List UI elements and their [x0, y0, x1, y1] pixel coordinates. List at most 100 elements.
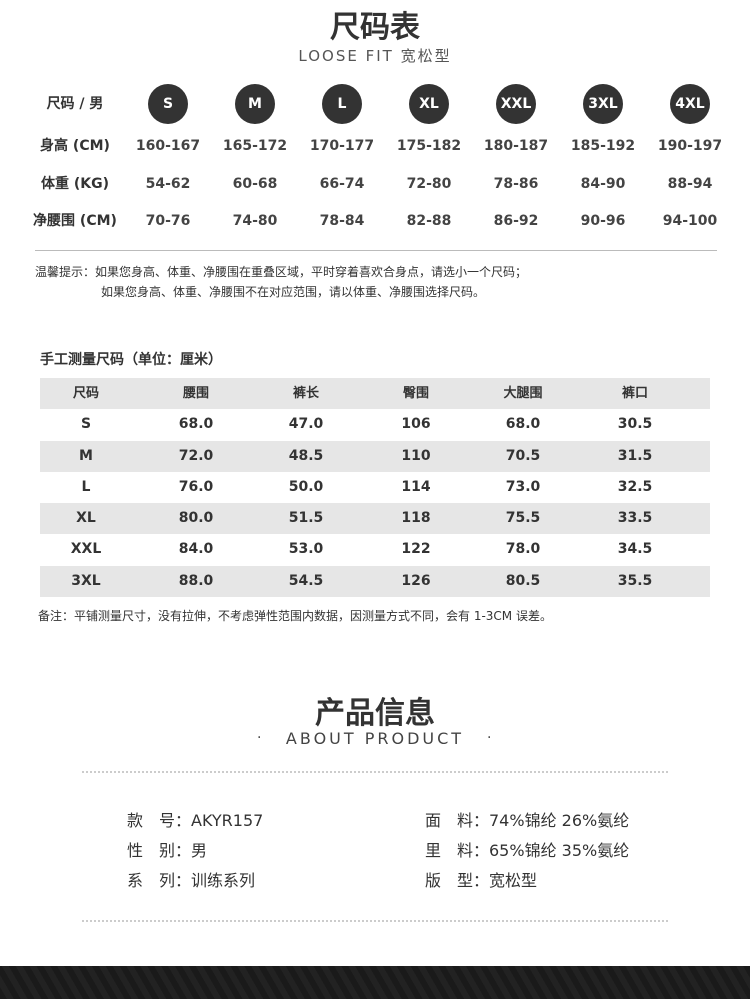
table-cell: L: [81, 478, 91, 495]
size-value: 82-88: [406, 213, 452, 229]
table-cell: 118: [401, 510, 431, 527]
table-cell: 78.0: [505, 541, 541, 558]
table-row: M 72.0 48.5 110 70.5 31.5: [40, 440, 710, 472]
table-cell: 80.5: [505, 572, 541, 589]
table-cell: S: [80, 416, 92, 433]
size-value: 70-76: [145, 213, 191, 229]
info-item: 性 别：男: [127, 837, 207, 861]
column-header: 尺码: [72, 386, 99, 401]
size-row: 净腰围 (CM) 70-76 74-80 78-84 82-88 86-92 90-96 94…: [0, 201, 750, 241]
table-cell: 84.0: [178, 541, 214, 558]
table-cell: 122: [401, 541, 431, 558]
info-value: 宽松型: [489, 871, 538, 890]
table-cell: 126: [401, 572, 431, 589]
table-cell: 68.0: [178, 416, 214, 433]
size-header-row: 尺码 / 男 S M L XL XXL 3XL 4XL: [0, 84, 750, 124]
info-value: 男: [191, 841, 208, 860]
info-item: 里 料：65%锦纶 35%氨纶: [425, 837, 629, 861]
size-row: 体重 (KG) 54-62 60-68 66-74 72-80 78-86 84-90 88-…: [0, 164, 750, 204]
table-cell: 33.5: [617, 510, 653, 527]
size-value: 88-94: [667, 176, 713, 192]
size-badge: S: [148, 84, 188, 124]
info-key: 款 号：: [127, 811, 192, 830]
info-item: 版 型：宽松型: [425, 867, 537, 891]
table-row: L 76.0 50.0 114 73.0 32.5: [40, 472, 710, 503]
size-value: 78-84: [319, 213, 365, 229]
table-row: XL 80.0 51.5 118 75.5 33.5: [40, 503, 710, 535]
table-cell: 88.0: [178, 572, 214, 589]
table-cell: 35.5: [617, 572, 653, 589]
info-value: AKYR157: [191, 811, 264, 830]
table-cell: M: [79, 447, 93, 464]
size-value: 86-92: [493, 213, 539, 229]
table-cell: 32.5: [617, 478, 653, 495]
table-row: S 68.0 47.0 106 68.0 30.5: [40, 409, 710, 440]
size-value: 185-192: [570, 138, 636, 154]
page-subtitle: LOOSE FIT 宽松型: [298, 47, 452, 65]
column-header: 腰围: [182, 386, 209, 401]
table-cell: 70.5: [505, 447, 541, 464]
table-cell: 76.0: [178, 478, 214, 495]
info-item: 款 号：AKYR157: [127, 807, 263, 831]
dot-decoration: ·: [257, 730, 262, 746]
size-value: 66-74: [319, 176, 365, 192]
size-value: 180-187: [483, 138, 549, 154]
table-cell: 80.0: [178, 510, 214, 527]
row-label: 身高 (CM): [40, 138, 110, 154]
size-value: 170-177: [309, 138, 375, 154]
measure-table-title: 手工测量尺码（单位：厘米）: [40, 352, 222, 368]
table-cell: 31.5: [617, 447, 653, 464]
table-cell: 3XL: [71, 572, 101, 589]
table-cell: 47.0: [288, 416, 324, 433]
table-cell: 72.0: [178, 447, 214, 464]
divider: [35, 250, 717, 251]
measure-table: 尺码 腰围 裤长 臀围 大腿围 裤口 S 68.0 47.0 106 68.0 30.5 M 72.0 48…: [40, 378, 710, 598]
info-item: 系 列：训练系列: [127, 867, 255, 891]
measure-note: 备注：平铺测量尺寸，没有拉伸，不考虑弹性范围内数据，因测量方式不同，会有 1-3…: [38, 609, 552, 623]
table-row: XXL 84.0 53.0 122 78.0 34.5: [40, 534, 710, 565]
info-key: 版 型：: [425, 871, 490, 890]
size-badge: 3XL: [583, 84, 623, 124]
tip-line-1: 温馨提示：如果您身高、体重、净腰围在重叠区域，平时穿着喜欢合身点，请选小一个尺码…: [35, 265, 528, 279]
table-cell: 34.5: [617, 541, 653, 558]
dotted-divider: [82, 920, 668, 922]
table-cell: 54.5: [288, 572, 324, 589]
table-cell: 51.5: [288, 510, 324, 527]
page-title: 尺码表: [330, 10, 420, 45]
size-value: 72-80: [406, 176, 452, 192]
size-row: 身高 (CM) 160-167 165-172 170-177 175-182 180-1…: [0, 126, 750, 166]
table-row: 3XL 88.0 54.5 126 80.5 35.5: [40, 565, 710, 598]
size-value: 90-96: [580, 213, 626, 229]
row-label: 净腰围 (CM): [33, 213, 117, 229]
table-cell: XL: [76, 510, 96, 527]
size-value: 74-80: [232, 213, 278, 229]
column-header: 裤口: [621, 386, 648, 401]
table-cell: 48.5: [288, 447, 324, 464]
product-subtitle: ABOUT PRODUCT: [285, 729, 465, 748]
size-value: 175-182: [396, 138, 462, 154]
size-value: 94-100: [662, 213, 718, 229]
table-cell: 30.5: [617, 416, 653, 433]
size-value: 78-86: [493, 176, 539, 192]
info-key: 里 料：: [425, 841, 490, 860]
table-cell: 53.0: [288, 541, 324, 558]
dotted-divider: [82, 771, 668, 773]
product-title: 产品信息: [315, 696, 435, 731]
size-badge: XXL: [496, 84, 536, 124]
size-badge: XL: [409, 84, 449, 124]
table-cell: 106: [401, 416, 431, 433]
size-value: 84-90: [580, 176, 626, 192]
table-cell: XXL: [70, 541, 102, 558]
info-item: 面 料：74%锦纶 26%氨纶: [425, 807, 629, 831]
size-badge: 4XL: [670, 84, 710, 124]
tip-line-2: 如果您身高、体重、净腰围不在对应范围，请以体重、净腰围选择尺码。: [101, 285, 486, 299]
row-label: 尺码 / 男: [46, 96, 104, 112]
size-value: 160-167: [135, 138, 201, 154]
info-key: 面 料：: [425, 811, 490, 830]
table-header-row: 尺码 腰围 裤长 臀围 大腿围 裤口: [40, 378, 710, 410]
size-badge: M: [235, 84, 275, 124]
info-value: 训练系列: [191, 871, 256, 890]
table-cell: 73.0: [505, 478, 541, 495]
table-cell: 114: [401, 478, 431, 495]
table-cell: 110: [401, 447, 431, 464]
